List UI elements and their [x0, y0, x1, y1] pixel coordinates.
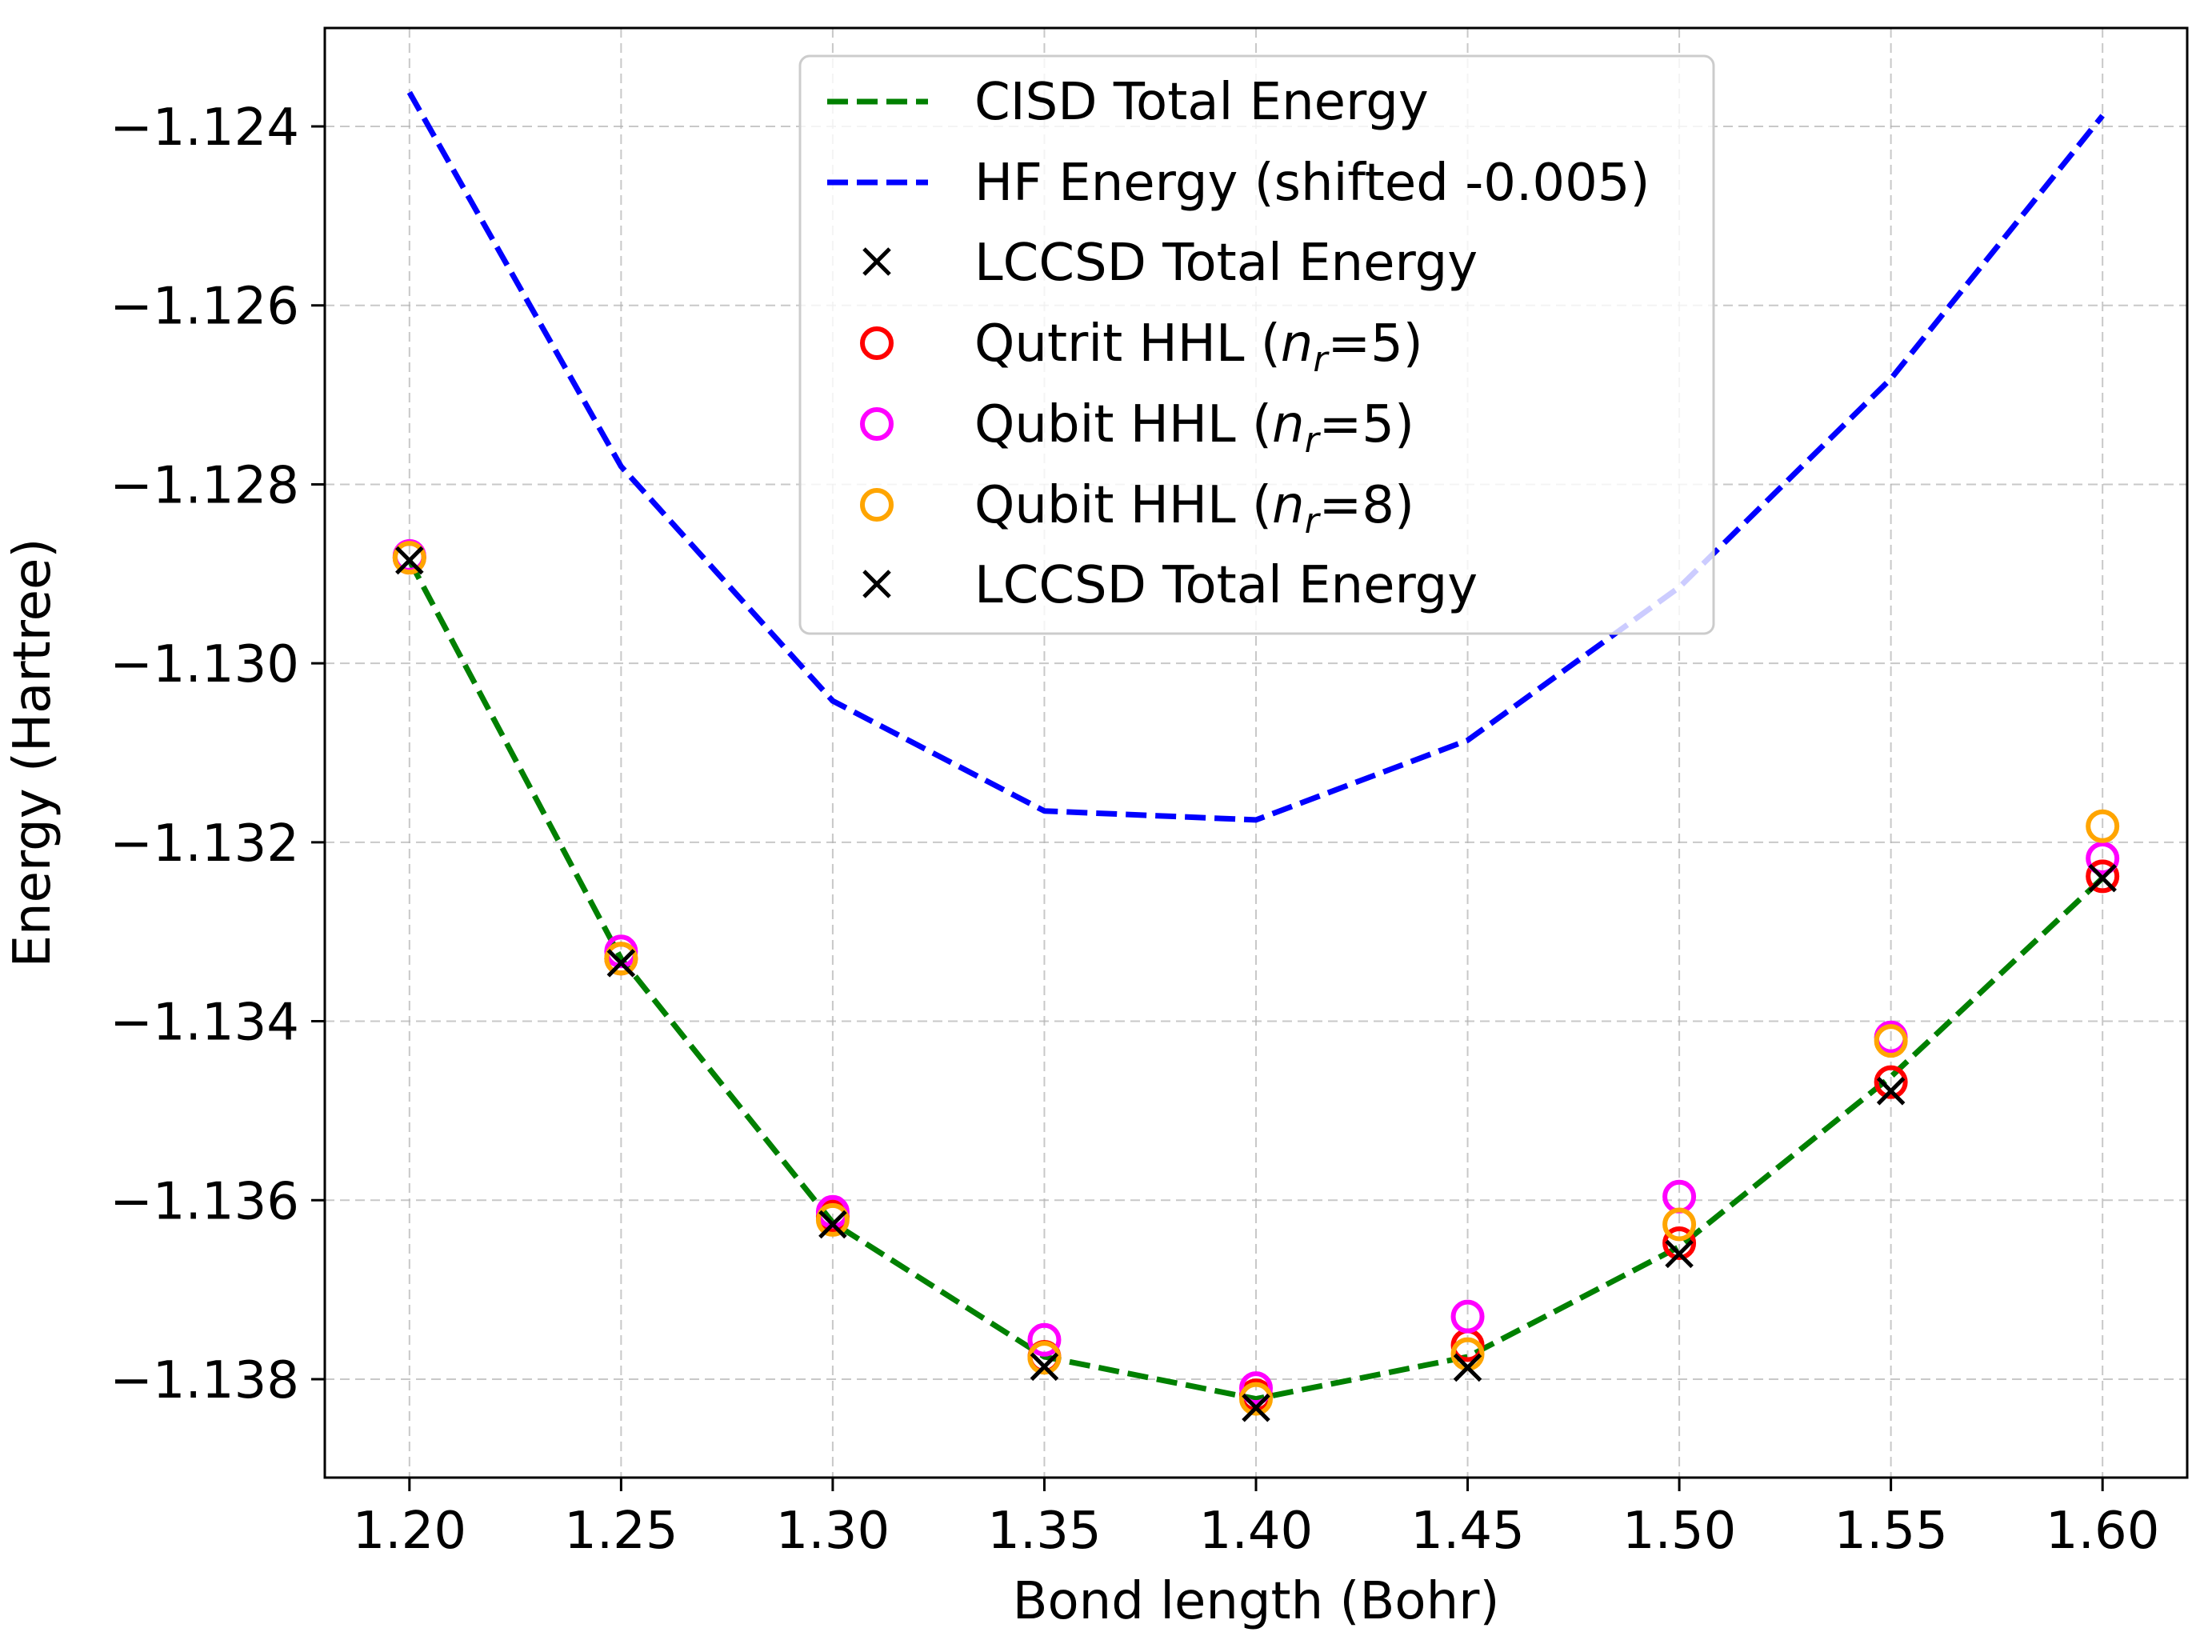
- legend-label-cisd: CISD Total Energy: [974, 73, 1429, 132]
- legend-handle-qutrit-circle: [860, 326, 894, 360]
- series-line-0: [406, 558, 2105, 1402]
- x-tick-label: 1.30: [776, 1502, 890, 1561]
- circle-marker-s2-p1: [604, 942, 638, 976]
- x-marker-p8: [2088, 863, 2117, 893]
- legend-label-qutrit: Qutrit HHL (nr=5): [974, 314, 1423, 380]
- y-tick-label: −1.138: [110, 1351, 299, 1410]
- y-tick-label: −1.126: [110, 278, 299, 337]
- legend-label-lccsd: LCCSD Total Energy: [974, 234, 1478, 293]
- y-tick-label: −1.128: [110, 456, 299, 515]
- x-marker-p5: [1453, 1353, 1482, 1382]
- axis-ticks: 1.20 1.25 1.30 1.35 1.40 1.45 1.50 1.55 1.60 −1.1…: [110, 98, 2159, 1561]
- legend-handle-qubit8-circle: [860, 488, 894, 522]
- y-tick-label: −1.136: [110, 1172, 299, 1231]
- circle-marker-s0-p6: [1662, 1226, 1697, 1260]
- legend-label-lccsd-2: LCCSD Total Energy: [974, 556, 1478, 615]
- circle-marker-s0-p7: [1874, 1065, 1908, 1099]
- circle-marker-s2-p4: [1239, 1382, 1273, 1416]
- legend-handle-qubit5-circle: [860, 407, 894, 441]
- y-axis-label: Energy (Hartree): [3, 538, 62, 968]
- legend-label-qubit5: Qubit HHL (nr=5): [974, 395, 1414, 461]
- y-tick-label: −1.130: [110, 635, 299, 694]
- circle-marker-s1-p5: [1450, 1299, 1485, 1334]
- circle-marker-s0-p8: [2086, 859, 2120, 894]
- x-marker-p7: [1876, 1077, 1906, 1106]
- x-marker-p3: [1030, 1352, 1059, 1382]
- x-tick-label: 1.35: [987, 1502, 1102, 1561]
- plot-series: [392, 90, 2120, 1422]
- circle-marker-s2-p7: [1874, 1024, 1908, 1058]
- legend-handle-lccsd-x-marker: [862, 247, 891, 276]
- x-marker-p4: [1242, 1393, 1270, 1422]
- x-marker-p1: [606, 949, 636, 978]
- legend-handle-lccsd-x-marker-2: [862, 570, 891, 598]
- y-tick-label: −1.134: [110, 994, 299, 1053]
- x-marker-p0: [395, 546, 424, 575]
- x-tick-label: 1.20: [353, 1502, 467, 1561]
- x-axis-label: Bond length (Bohr): [1013, 1572, 1500, 1631]
- circle-marker-s2-p8: [2086, 809, 2120, 843]
- legend-frame: [798, 54, 1715, 635]
- circle-marker-s2-p2: [815, 1202, 850, 1237]
- y-tick-label: −1.124: [110, 98, 299, 158]
- x-marker-p2: [818, 1210, 847, 1239]
- circle-marker-s2-p3: [1027, 1341, 1062, 1375]
- x-marker-p6: [1665, 1239, 1694, 1269]
- legend-label-hf: HF Energy (shifted -0.005): [974, 154, 1650, 213]
- circle-marker-s2-p0: [392, 541, 426, 575]
- circle-marker-s1-p3: [1027, 1322, 1062, 1357]
- circle-marker-s1-p8: [2086, 841, 2120, 875]
- circle-marker-s2-p6: [1662, 1207, 1697, 1242]
- x-tick-label: 1.25: [564, 1502, 678, 1561]
- series-line-1: [406, 90, 2105, 823]
- x-tick-label: 1.40: [1199, 1502, 1314, 1561]
- circle-marker-s1-p4: [1239, 1371, 1273, 1406]
- x-tick-label: 1.55: [1834, 1502, 1948, 1561]
- legend: CISD Total Energy HF Energy (shifted -0.…: [798, 54, 1715, 635]
- x-tick-label: 1.50: [1622, 1502, 1737, 1561]
- x-tick-label: 1.45: [1410, 1502, 1525, 1561]
- x-tick-label: 1.60: [2046, 1502, 2160, 1561]
- y-tick-label: −1.132: [110, 814, 299, 874]
- legend-label-qubit8: Qubit HHL (nr=8): [974, 476, 1414, 542]
